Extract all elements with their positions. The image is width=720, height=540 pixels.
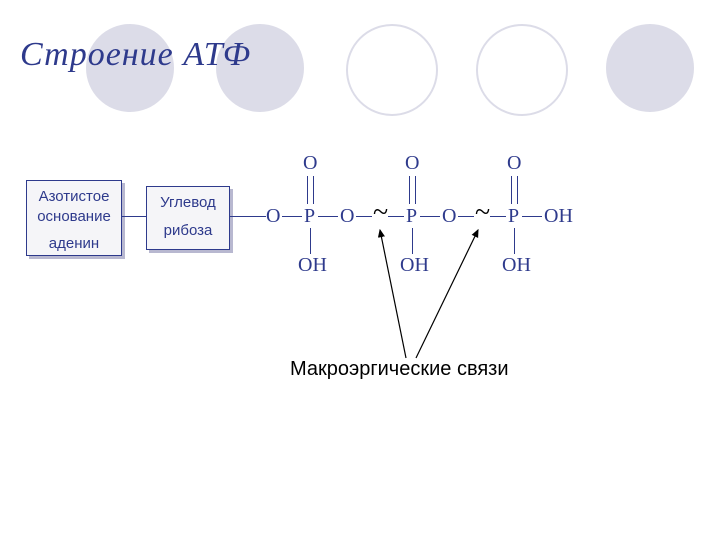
box-sugar: Углевод рибоза: [146, 186, 230, 250]
atom-p2: P: [406, 205, 417, 228]
bond-t2-p3: [490, 216, 506, 217]
atom-p1: P: [304, 205, 315, 228]
atom-oh2: OH: [400, 254, 429, 277]
atom-o2-top: O: [405, 152, 419, 175]
bond-p3-oh-right: [522, 216, 542, 217]
atom-o1-top: O: [303, 152, 317, 175]
box-sugar-line1: Углевод: [151, 193, 225, 213]
box-base-line3: аденин: [31, 234, 117, 254]
atom-oh1: OH: [298, 254, 327, 277]
bond-t1-p2: [388, 216, 404, 217]
atp-diagram: Азотистое основание аденин Углевод рибоз…: [26, 150, 696, 310]
bond-o1r-t1: [356, 216, 372, 217]
deco-circle-3: [346, 24, 438, 116]
deco-circle-4: [476, 24, 568, 116]
bond-o2r-t2: [458, 216, 474, 217]
atom-oh3: OH: [502, 254, 531, 277]
box-sugar-line2: рибоза: [151, 221, 225, 241]
bond-p1-o-right: [318, 216, 338, 217]
bond-p2-o-right: [420, 216, 440, 217]
atom-o1-left: O: [266, 205, 280, 228]
atom-p3: P: [508, 205, 519, 228]
bond-p3-o-top: [511, 176, 518, 204]
connector-base-sugar: [122, 216, 146, 217]
bond-p1-o-top: [307, 176, 314, 204]
annotation-label: Макроэргические связи: [290, 358, 509, 381]
bond-p2-o-top: [409, 176, 416, 204]
page-title: Строение АТФ: [20, 36, 251, 74]
deco-circle-5: [606, 24, 694, 112]
bond-p1-oh: [310, 228, 311, 254]
connector-sugar-o: [230, 216, 266, 217]
atom-oh-terminal: OH: [544, 205, 573, 228]
macro-bond-1: ~: [373, 197, 388, 229]
box-base: Азотистое основание аденин: [26, 180, 122, 256]
atom-o1-right: O: [340, 205, 354, 228]
box-base-line2: основание: [31, 207, 117, 227]
bond-o1-p1: [282, 216, 302, 217]
atom-o3-top: O: [507, 152, 521, 175]
bond-p3-oh: [514, 228, 515, 254]
atom-o2-right: O: [442, 205, 456, 228]
macro-bond-2: ~: [475, 197, 490, 229]
bond-p2-oh: [412, 228, 413, 254]
box-base-line1: Азотистое: [31, 187, 117, 207]
